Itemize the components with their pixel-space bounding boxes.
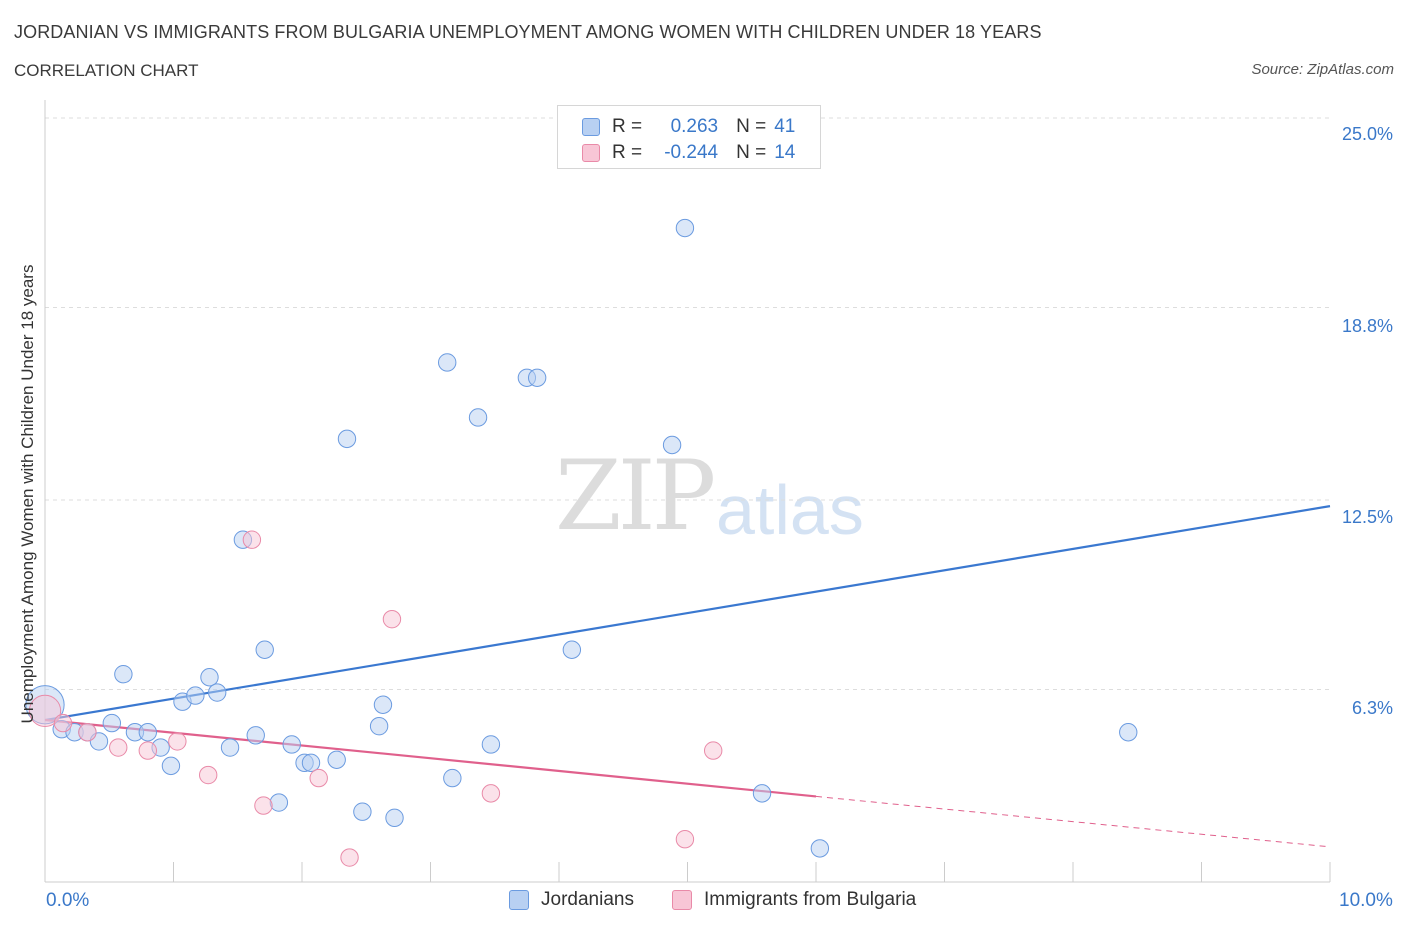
legend-row-bulgaria: R = -0.244 N = 14	[582, 140, 795, 166]
blue-swatch-icon	[509, 890, 529, 910]
data-point	[382, 609, 402, 629]
data-point	[481, 735, 501, 754]
n-value: 41	[774, 116, 796, 137]
data-point	[340, 848, 359, 867]
data-point	[527, 368, 547, 387]
trend-line	[44, 505, 1331, 722]
correlation-legend: R = 0.263 N = 41 R = -0.244 N = 14	[557, 105, 821, 169]
r-label: R =	[612, 142, 643, 163]
r-value: -0.244	[664, 142, 719, 163]
watermark-zip: ZIP	[555, 440, 716, 552]
legend-row-jordanians: R = 0.263 N = 41	[582, 114, 795, 140]
data-point	[109, 738, 128, 757]
pink-swatch-icon	[672, 890, 692, 910]
n-label: N =	[736, 142, 767, 163]
y-tick-label: 25.0%	[1341, 124, 1393, 144]
data-point	[102, 713, 122, 733]
data-point	[1119, 723, 1138, 742]
data-point	[675, 218, 695, 238]
y-axis-label: Unemployment Among Women with Children U…	[18, 264, 37, 724]
data-point	[443, 768, 462, 788]
data-point	[327, 750, 346, 769]
chart-title: JORDANIAN VS IMMIGRANTS FROM BULGARIA UN…	[14, 22, 1042, 42]
data-point	[168, 732, 187, 751]
trend-lines	[44, 505, 1331, 848]
r-label: R =	[612, 116, 643, 137]
legend-item-jordanians: Jordanians	[509, 889, 634, 911]
data-point	[369, 716, 389, 736]
data-point	[704, 741, 723, 760]
data-point	[353, 802, 372, 821]
pink-swatch-icon	[582, 144, 600, 162]
y-tick-label: 18.8%	[1341, 316, 1393, 336]
data-point	[198, 765, 218, 785]
y-tick-label: 6.3%	[1351, 698, 1393, 718]
data-point	[752, 784, 772, 803]
data-points	[25, 218, 1138, 867]
watermark-atlas: atlas	[716, 471, 864, 549]
data-point	[246, 726, 265, 745]
legend-label: Jordanians	[541, 889, 634, 910]
trend-line	[815, 795, 1331, 848]
chart-subtitle: CORRELATION CHART	[14, 61, 199, 80]
data-point	[255, 640, 274, 659]
legend-item-bulgaria: Immigrants from Bulgaria	[672, 889, 916, 911]
data-point	[161, 756, 181, 776]
data-point	[468, 408, 488, 427]
data-point	[662, 435, 682, 455]
data-point	[282, 735, 301, 754]
data-point	[138, 723, 157, 742]
data-point	[53, 713, 73, 733]
grid-lines	[45, 117, 1330, 690]
data-point	[28, 694, 62, 728]
data-point	[220, 738, 240, 757]
series-legend: Jordanians Immigrants from Bulgaria	[0, 889, 1406, 915]
data-point	[78, 723, 97, 742]
r-value: 0.263	[670, 116, 719, 137]
legend-label: Immigrants from Bulgaria	[704, 889, 917, 910]
data-point	[242, 530, 262, 549]
n-value: 14	[774, 142, 796, 163]
source-label: Source: ZipAtlas.com	[1251, 61, 1394, 78]
data-point	[309, 768, 328, 788]
data-point	[337, 429, 357, 449]
data-point	[200, 668, 219, 687]
data-point	[269, 793, 289, 812]
data-point	[114, 664, 133, 684]
blue-swatch-icon	[582, 118, 600, 136]
data-point	[138, 741, 157, 760]
trend-line	[44, 718, 817, 798]
axes	[44, 100, 1331, 883]
data-point	[810, 839, 830, 858]
data-point	[385, 808, 404, 828]
data-point	[373, 695, 393, 714]
data-point	[675, 830, 695, 849]
data-point	[254, 796, 273, 815]
y-tick-label: 12.5%	[1341, 507, 1393, 527]
x-tick-label: 0.0%	[46, 890, 90, 911]
x-tick-label: 10.0%	[1339, 890, 1393, 911]
data-point	[301, 753, 321, 773]
data-point	[481, 784, 501, 803]
data-point	[207, 683, 227, 702]
n-label: N =	[736, 116, 767, 137]
data-point	[438, 353, 457, 372]
data-point	[186, 686, 205, 705]
data-point	[562, 640, 582, 659]
